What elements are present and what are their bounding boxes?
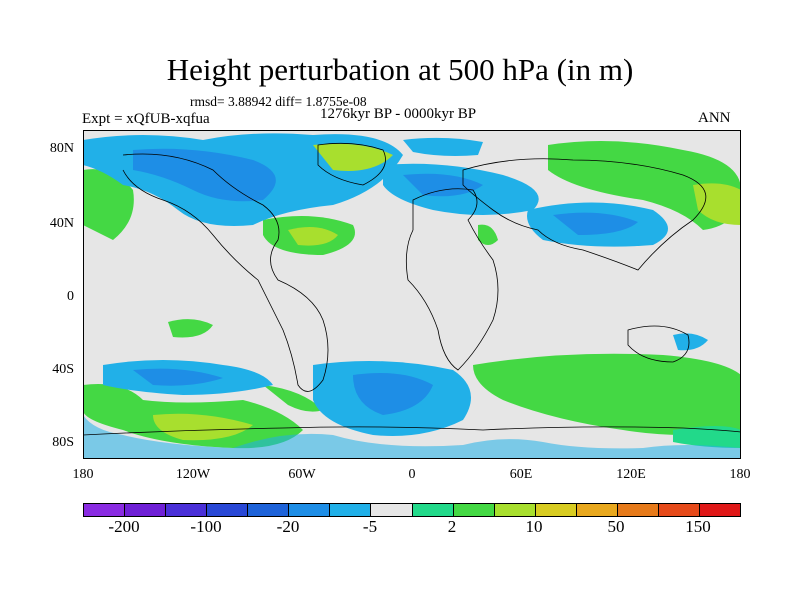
colorbar-swatch xyxy=(289,504,331,516)
lon-label: 180 xyxy=(729,467,751,482)
colorbar-swatch xyxy=(125,504,167,516)
lon-label: 120W xyxy=(175,467,211,482)
lon-label: 0 xyxy=(408,467,416,482)
period-label: 1276kyr BP - 0000kyr BP xyxy=(320,106,477,122)
lon-label: 180 xyxy=(72,467,94,482)
colorbar-swatch xyxy=(535,504,577,516)
colorbar-swatch xyxy=(699,504,740,516)
colorbar-label: 50 xyxy=(607,517,625,536)
colorbar-swatch xyxy=(453,504,495,516)
colorbar-label: 10 xyxy=(525,517,543,536)
colorbar-label: 2 xyxy=(447,517,457,536)
colorbar-swatch xyxy=(494,504,536,516)
colorbar-swatch xyxy=(166,504,208,516)
plot-title: Height perturbation at 500 hPa (in m) xyxy=(166,52,634,87)
colorbar-label: 150 xyxy=(685,517,711,536)
lat-label: 80S xyxy=(52,435,74,450)
lon-label: 60W xyxy=(288,467,316,482)
colorbar-label: -200 xyxy=(108,517,140,536)
lon-label: 120E xyxy=(616,467,646,482)
lat-label: 0 xyxy=(67,289,74,304)
stats-line: rmsd= 3.88942 diff= 1.8755e-08 xyxy=(190,94,367,109)
colorbar xyxy=(83,503,741,517)
colorbar-label: -5 xyxy=(362,517,378,536)
colorbar-swatch xyxy=(658,504,700,516)
lon-label: 60E xyxy=(509,467,533,482)
colorbar-swatch xyxy=(330,504,372,516)
lat-label: 80N xyxy=(49,141,74,156)
colorbar-swatch xyxy=(207,504,249,516)
colorbar-swatch xyxy=(412,504,454,516)
colorbar-label: -20 xyxy=(276,517,300,536)
negative-anomaly-regions xyxy=(83,133,741,459)
colorbar-label: -100 xyxy=(190,517,222,536)
experiment-label: Expt = xQfUB-xqfua xyxy=(82,111,210,127)
colorbar-swatch xyxy=(84,504,126,516)
colorbar-swatch xyxy=(248,504,290,516)
coastlines xyxy=(83,142,741,436)
lat-label: 40S xyxy=(52,362,74,377)
contour-field xyxy=(83,133,741,459)
lat-label: 40N xyxy=(49,216,74,231)
map-panel xyxy=(83,130,741,459)
season-label: ANN xyxy=(698,110,731,126)
positive-anomaly-regions xyxy=(83,141,741,449)
colorbar-swatch xyxy=(371,504,413,516)
colorbar-swatch xyxy=(576,504,618,516)
colorbar-swatch xyxy=(617,504,659,516)
